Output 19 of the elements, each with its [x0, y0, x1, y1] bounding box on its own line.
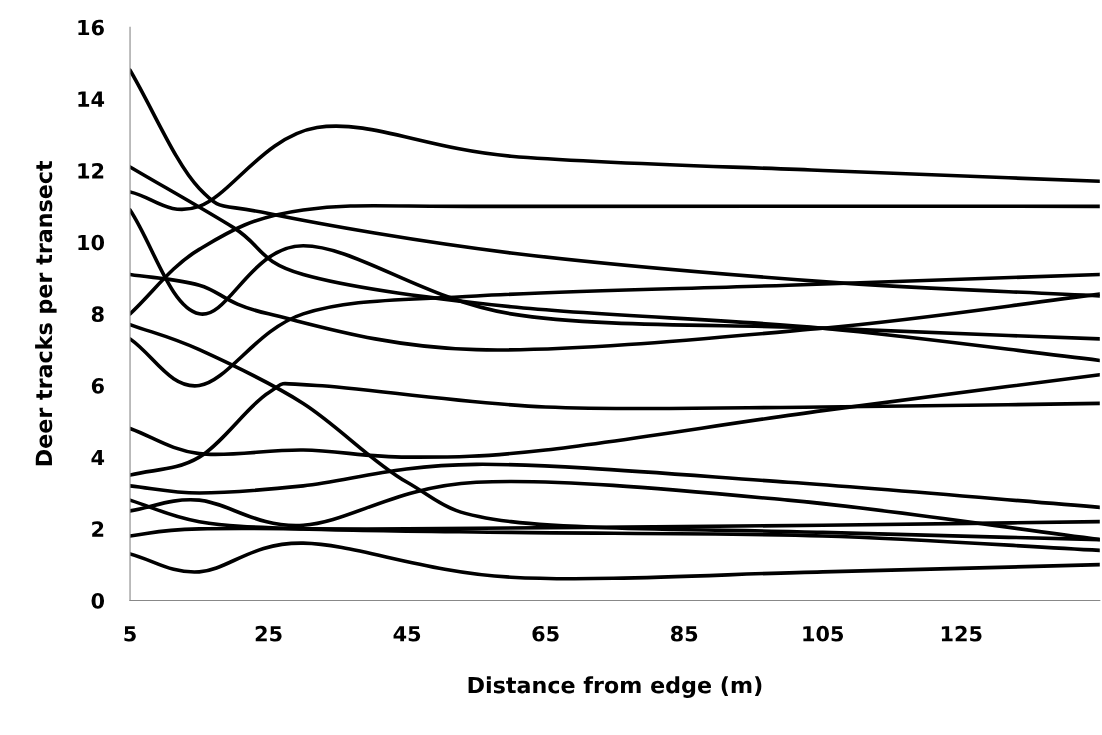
- x-tick-label: 65: [532, 625, 559, 642]
- line-series: [130, 541, 1100, 581]
- y-tick-label: 4: [91, 449, 105, 466]
- x-tick-label: 45: [393, 626, 421, 642]
- y-tick-label: 14: [78, 91, 105, 107]
- y-tick-label: 6: [91, 377, 104, 394]
- y-tick-label: 10: [78, 234, 105, 251]
- x-tick-label: 85: [670, 625, 698, 642]
- x-axis-title: Distance from edge (m): [468, 676, 762, 698]
- y-tick-label: 2: [92, 521, 104, 537]
- y-tick-label: 12: [78, 162, 104, 179]
- y-tick-label: 0: [91, 592, 105, 609]
- x-tick-label: 105: [803, 625, 844, 642]
- y-tick-label: 8: [91, 306, 104, 323]
- x-tick-label: 5: [124, 626, 136, 642]
- x-tick-label: 125: [941, 625, 982, 642]
- x-tick-label: 25: [255, 625, 282, 642]
- y-axis-title: Deer tracks per transect: [35, 160, 57, 466]
- y-tick-label: 16: [78, 19, 104, 36]
